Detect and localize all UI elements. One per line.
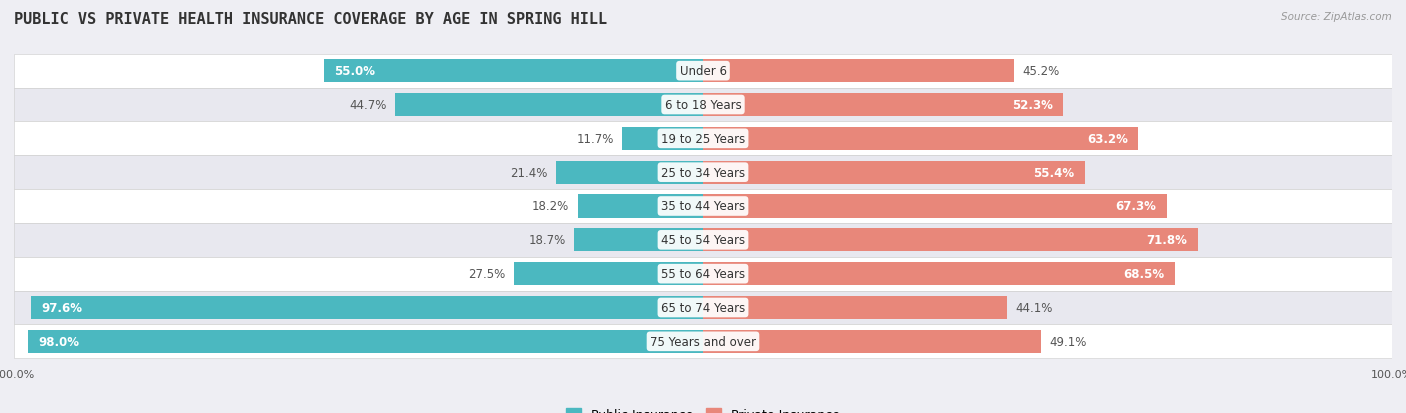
Bar	[14, 223, 1392, 257]
Bar	[14, 190, 1392, 223]
Bar	[14, 257, 1392, 291]
Bar	[623, 128, 703, 150]
Text: 21.4%: 21.4%	[510, 166, 547, 179]
Bar	[323, 60, 703, 83]
Bar	[703, 330, 1042, 353]
Text: 75 Years and over: 75 Years and over	[650, 335, 756, 348]
Text: 18.7%: 18.7%	[529, 234, 565, 247]
Bar	[14, 122, 1392, 156]
Legend: Public Insurance, Private Insurance: Public Insurance, Private Insurance	[561, 404, 845, 413]
Text: 35 to 44 Years: 35 to 44 Years	[661, 200, 745, 213]
Bar	[31, 296, 703, 319]
Bar	[703, 161, 1084, 184]
Bar	[395, 94, 703, 117]
Text: 11.7%: 11.7%	[576, 133, 614, 145]
Text: 71.8%: 71.8%	[1146, 234, 1187, 247]
Text: 6 to 18 Years: 6 to 18 Years	[665, 99, 741, 112]
Bar	[14, 156, 1392, 190]
Bar	[555, 161, 703, 184]
Text: 68.5%: 68.5%	[1123, 268, 1164, 280]
Bar	[703, 128, 1139, 150]
Text: 55 to 64 Years: 55 to 64 Years	[661, 268, 745, 280]
Bar	[574, 229, 703, 252]
Text: Source: ZipAtlas.com: Source: ZipAtlas.com	[1281, 12, 1392, 22]
Text: 25 to 34 Years: 25 to 34 Years	[661, 166, 745, 179]
Bar	[513, 263, 703, 285]
Bar	[14, 325, 1392, 358]
Bar	[14, 291, 1392, 325]
Text: 45.2%: 45.2%	[1022, 65, 1060, 78]
Text: 49.1%: 49.1%	[1049, 335, 1087, 348]
Bar	[14, 88, 1392, 122]
Bar	[14, 55, 1392, 88]
Text: 45 to 54 Years: 45 to 54 Years	[661, 234, 745, 247]
Text: 98.0%: 98.0%	[38, 335, 79, 348]
Text: 52.3%: 52.3%	[1012, 99, 1053, 112]
Bar	[703, 263, 1175, 285]
Bar	[703, 94, 1063, 117]
Text: 18.2%: 18.2%	[531, 200, 569, 213]
Text: 65 to 74 Years: 65 to 74 Years	[661, 301, 745, 314]
Text: 55.0%: 55.0%	[335, 65, 375, 78]
Bar	[703, 229, 1198, 252]
Text: 27.5%: 27.5%	[468, 268, 505, 280]
Text: 44.1%: 44.1%	[1015, 301, 1053, 314]
Bar	[703, 296, 1007, 319]
Bar	[578, 195, 703, 218]
Bar	[703, 195, 1167, 218]
Text: Under 6: Under 6	[679, 65, 727, 78]
Bar	[703, 60, 1014, 83]
Text: 19 to 25 Years: 19 to 25 Years	[661, 133, 745, 145]
Text: 63.2%: 63.2%	[1087, 133, 1128, 145]
Text: PUBLIC VS PRIVATE HEALTH INSURANCE COVERAGE BY AGE IN SPRING HILL: PUBLIC VS PRIVATE HEALTH INSURANCE COVER…	[14, 12, 607, 27]
Bar	[28, 330, 703, 353]
Text: 97.6%: 97.6%	[41, 301, 82, 314]
Text: 67.3%: 67.3%	[1115, 200, 1156, 213]
Text: 44.7%: 44.7%	[350, 99, 387, 112]
Text: 55.4%: 55.4%	[1033, 166, 1074, 179]
